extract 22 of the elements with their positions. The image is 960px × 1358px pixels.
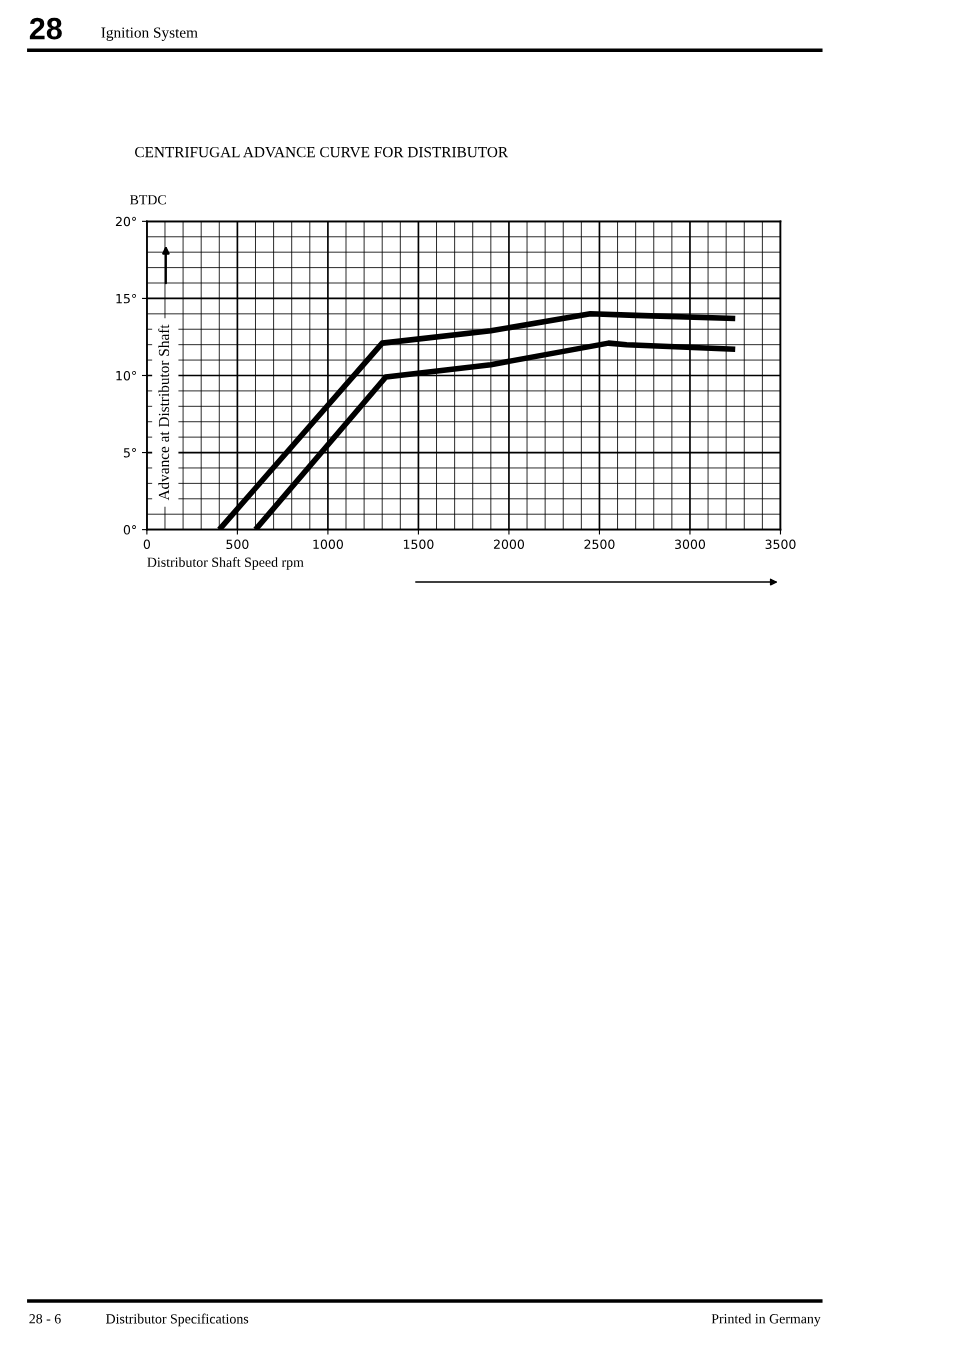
x-tick-label: 3500 [765, 539, 796, 550]
text: Printed in Germany [711, 1313, 821, 1327]
text: BTDC [130, 195, 166, 205]
y-tick-label: 10° [116, 370, 136, 381]
y-tick-label: 20° [115, 216, 136, 227]
x-tick-label: 500 [226, 539, 249, 550]
x-tick-label: 2000 [493, 539, 525, 550]
y-tick-label: 0° [123, 525, 136, 535]
text: 28 [29, 17, 62, 40]
x-tick-label: 3000 [675, 539, 706, 550]
text: 28 - 6 [29, 1314, 61, 1324]
text: Distributor Specifications [106, 1313, 249, 1327]
y-axis-title: Advance at Distributor Shaft [158, 324, 170, 501]
x-tick-label: 0 [143, 539, 151, 550]
x-axis-title: Distributor Shaft Speed rpm [147, 557, 304, 570]
text: Ignition System [101, 27, 198, 41]
y-tick-label: 5° [123, 448, 136, 458]
chart-title: CENTRIFUGAL ADVANCE CURVE FOR DISTRIBUTOR [135, 147, 509, 158]
y-tick-label: 15° [116, 293, 136, 304]
x-tick-label: 1000 [313, 539, 343, 550]
x-tick-label: 1500 [403, 539, 434, 550]
x-tick-label: 2500 [584, 539, 615, 550]
